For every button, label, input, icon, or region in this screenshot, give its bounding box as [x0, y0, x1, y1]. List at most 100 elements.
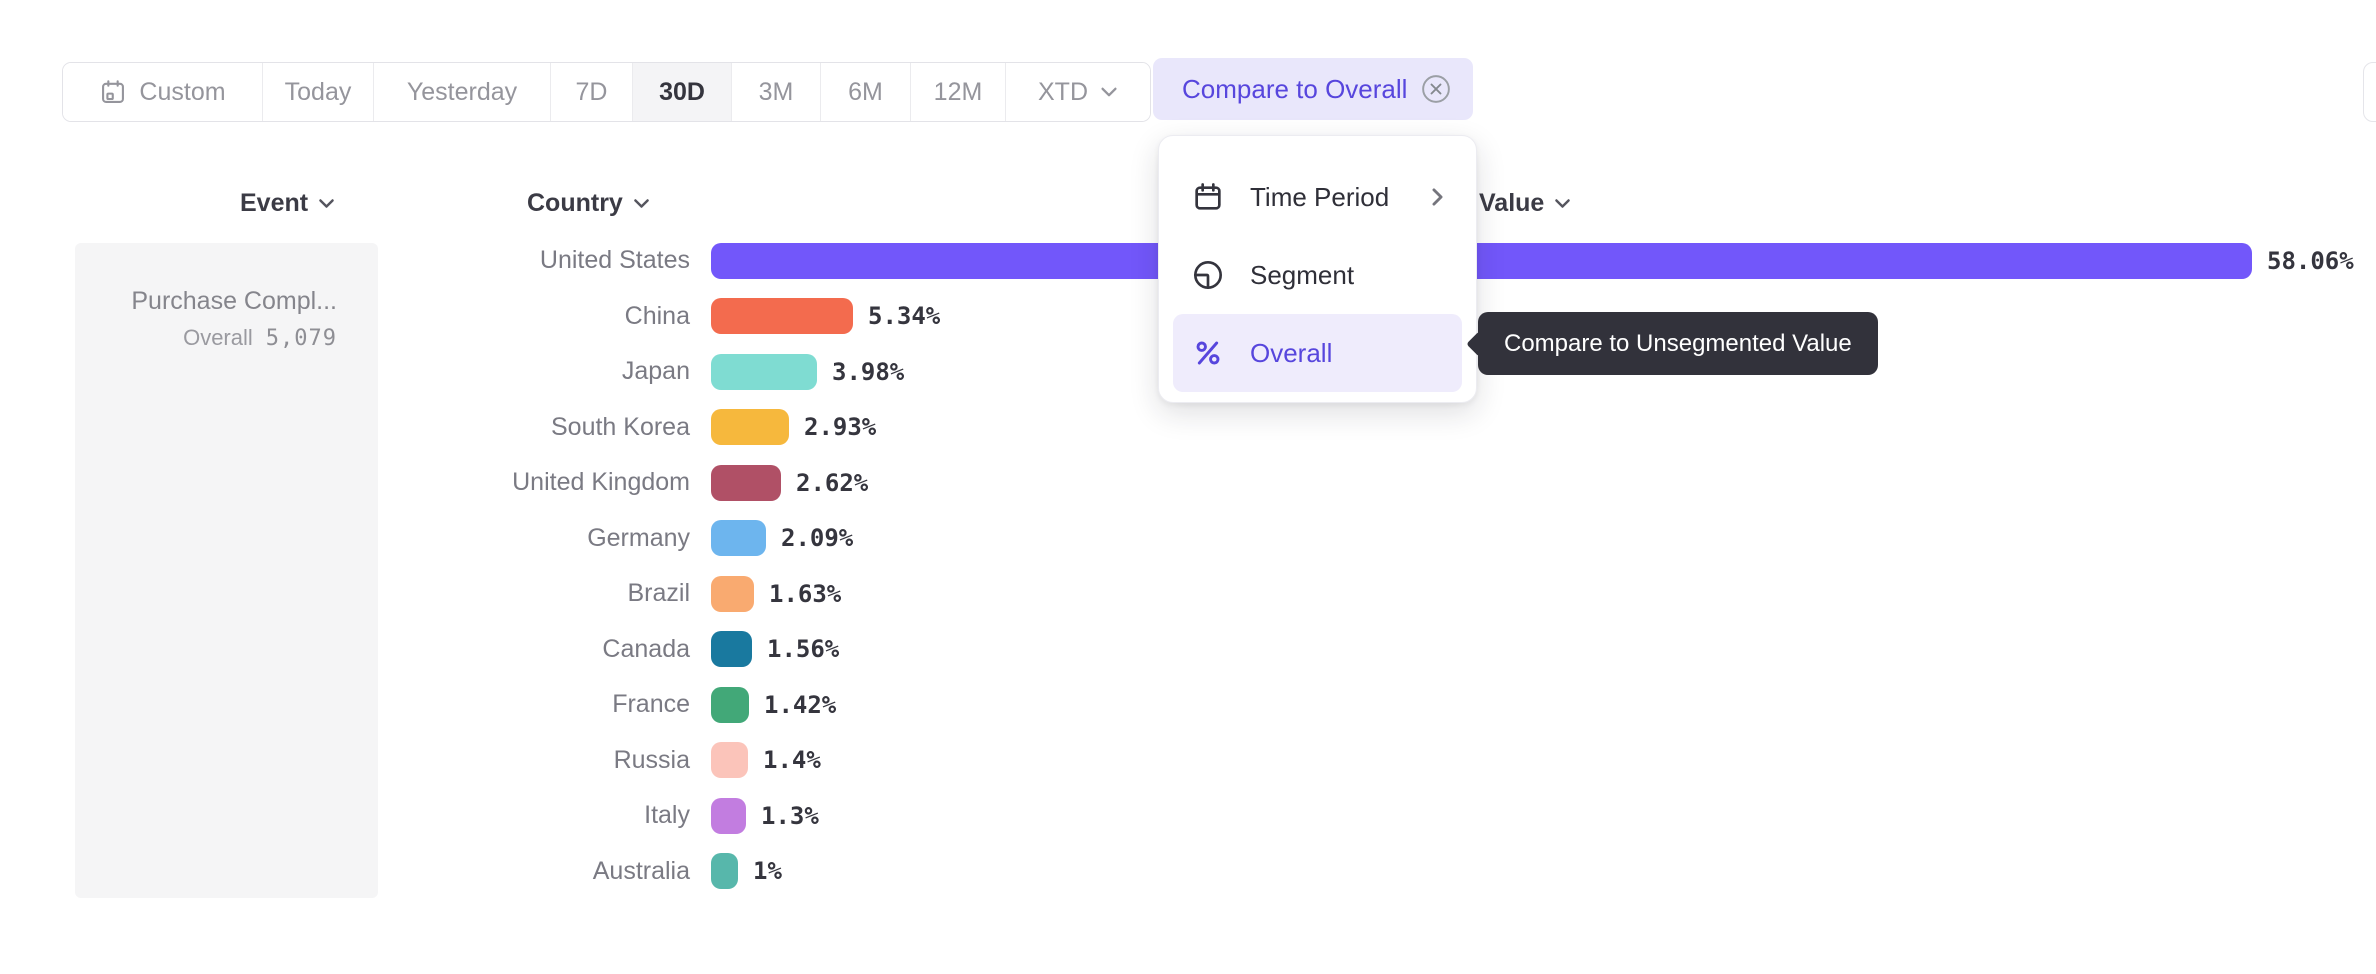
value-label: 1.56% [767, 635, 840, 664]
chevron-right-icon [1431, 187, 1444, 207]
chart-row[interactable]: China 5.34% [0, 289, 2376, 345]
country-label: United States [539, 246, 690, 275]
country-label: United Kingdom [512, 468, 690, 497]
chart-row[interactable]: Japan 3.98% [0, 344, 2376, 400]
segment-icon [1191, 259, 1225, 291]
chevron-down-icon [1100, 86, 1118, 98]
value-bar[interactable] [711, 464, 781, 501]
menu-item-time-period[interactable]: Time Period [1173, 158, 1462, 236]
compare-to-overall-chip[interactable]: Compare to Overall [1153, 58, 1474, 120]
toolbar-button-label: 3M [758, 77, 794, 106]
value-bar[interactable] [711, 575, 754, 612]
date-range-today-button[interactable]: Today [263, 63, 374, 121]
value-bar[interactable] [711, 797, 746, 834]
date-range-custom-button[interactable]: Custom [63, 63, 263, 121]
value-bar[interactable] [711, 242, 2252, 279]
chart-row[interactable]: Brazil 1.63% [0, 566, 2376, 622]
value-label: 2.62% [796, 468, 869, 497]
overall-label: Overall [183, 325, 253, 350]
country-bar-chart: United States 58.06% China 5.34% Japan 3… [0, 233, 2376, 899]
menu-item-label: Segment [1250, 259, 1355, 290]
country-label: Australia [592, 856, 690, 885]
compare-dropdown-menu: Time Period Segment Overall [1158, 135, 1477, 403]
event-name: Purchase Compl... [131, 287, 337, 315]
tooltip: Compare to Unsegmented Value [1466, 312, 1878, 375]
event-header-label: Event [240, 189, 309, 217]
date-range-7d-button[interactable]: 7D [551, 63, 633, 121]
country-column-header[interactable]: Country [527, 189, 650, 218]
value-header-label: Value [1479, 189, 1545, 217]
toolbar-button-label: Custom [139, 77, 226, 106]
chart-row[interactable]: Australia 1% [0, 844, 2376, 900]
value-label: 3.98% [832, 357, 905, 386]
country-header-label: Country [527, 189, 623, 217]
date-range-toolbar: Custom Today Yesterday 7D 30D 3M 6M 12M … [62, 62, 1151, 122]
value-label: 1.42% [764, 690, 837, 719]
calendar-icon [1191, 181, 1225, 213]
calendar-icon [99, 78, 127, 106]
toolbar-button-label: Yesterday [406, 77, 518, 106]
value-label: 5.34% [868, 302, 941, 331]
value-bar[interactable] [711, 631, 752, 668]
chevron-down-icon [1554, 198, 1571, 209]
chart-row[interactable]: South Korea 2.93% [0, 400, 2376, 456]
country-label: Japan [621, 357, 690, 386]
value-label: 2.93% [804, 413, 877, 442]
value-label: 1.4% [763, 746, 821, 775]
value-label: 2.09% [781, 524, 854, 553]
chart-row[interactable]: Russia 1.4% [0, 733, 2376, 789]
event-column-header[interactable]: Event [240, 189, 335, 218]
date-range-3m-button[interactable]: 3M [732, 63, 821, 121]
value-bar[interactable] [711, 409, 789, 446]
country-label: Russia [613, 745, 690, 774]
overall-value: 5,079 [265, 326, 337, 351]
value-label: 58.06% [2267, 246, 2354, 275]
tooltip-text: Compare to Unsegmented Value [1504, 329, 1852, 357]
toolbar-button-label: 6M [848, 77, 883, 106]
event-panel[interactable]: Purchase Compl... Overall 5,079 [75, 243, 378, 898]
value-column-header[interactable]: Value [1479, 189, 1571, 218]
chart-row[interactable]: Germany 2.09% [0, 511, 2376, 567]
date-range-yesterday-button[interactable]: Yesterday [374, 63, 551, 121]
toolbar-button-label: Today [284, 77, 352, 106]
value-bar[interactable] [711, 742, 748, 779]
value-bar[interactable] [711, 686, 749, 723]
compare-chip-label: Compare to Overall [1182, 73, 1408, 104]
chart-row[interactable]: France 1.42% [0, 677, 2376, 733]
chart-row[interactable]: Italy 1.3% [0, 788, 2376, 844]
value-bar[interactable] [711, 353, 817, 390]
value-bar[interactable] [711, 520, 766, 557]
toolbar-button-label: 7D [575, 77, 608, 106]
country-label: China [624, 301, 690, 330]
country-label: Brazil [627, 579, 690, 608]
country-label: South Korea [551, 412, 690, 441]
chart-row[interactable]: Canada 1.56% [0, 622, 2376, 678]
chart-row[interactable]: United Kingdom 2.62% [0, 455, 2376, 511]
value-label: 1.63% [769, 579, 842, 608]
chevron-down-icon [633, 198, 650, 209]
country-label: France [612, 690, 690, 719]
chart-row[interactable]: United States 58.06% [0, 233, 2376, 289]
country-label: Canada [602, 634, 690, 663]
date-range-12m-button[interactable]: 12M [911, 63, 1006, 121]
value-label: 1% [753, 857, 782, 886]
menu-item-label: Overall [1250, 337, 1333, 368]
date-range-xtd-button[interactable]: XTD [1006, 63, 1150, 121]
toolbar-button-label: 12M [933, 77, 983, 106]
date-range-30d-button[interactable]: 30D [633, 63, 732, 121]
menu-item-label: Time Period [1250, 181, 1390, 212]
value-bar[interactable] [711, 853, 738, 890]
toolbar-button-label: XTD [1038, 77, 1088, 106]
value-label: 1.3% [761, 801, 819, 830]
menu-item-segment[interactable]: Segment [1173, 236, 1462, 314]
toolbar-button-label: 30D [659, 77, 705, 106]
menu-item-overall[interactable]: Overall [1173, 314, 1462, 392]
cutoff-button-fragment [2363, 62, 2376, 122]
chevron-down-icon [318, 198, 335, 209]
date-range-6m-button[interactable]: 6M [821, 63, 911, 121]
circle-x-icon[interactable] [1421, 74, 1451, 104]
country-label: Italy [644, 801, 690, 830]
value-bar[interactable] [711, 298, 853, 335]
percent-icon [1191, 337, 1225, 369]
country-label: Germany [587, 523, 690, 552]
